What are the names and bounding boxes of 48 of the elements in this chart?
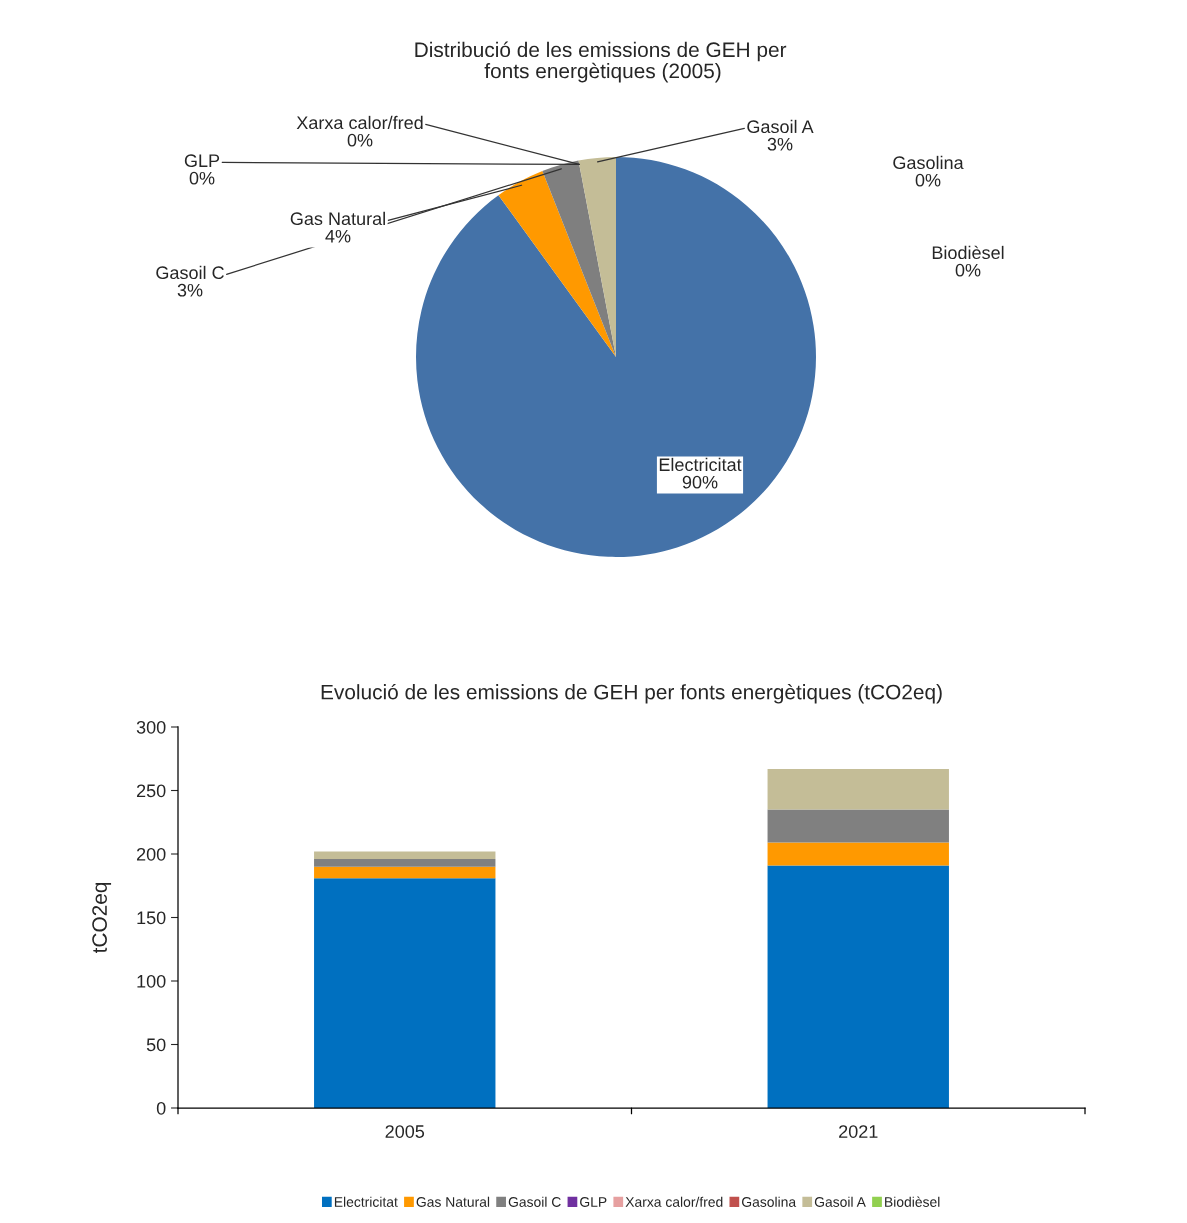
- text: 0%: [915, 173, 941, 187]
- pie-slice: [498, 171, 616, 357]
- pie-slice: [416, 157, 816, 557]
- slice-label: Gasoil C: [156, 265, 224, 280]
- bar: [767, 842, 949, 866]
- slice-label: Electricitat: [659, 457, 742, 472]
- y-tick-label: 200: [136, 847, 166, 861]
- chart-title: Evolució de les emissions de GEH per fonts energètiques (tCO2eq): [321, 683, 942, 704]
- y-tick-label: 150: [137, 911, 166, 925]
- bar: [314, 878, 496, 1108]
- y-tick-label: 50: [146, 1038, 166, 1052]
- legend-label: Electricitat: [334, 1196, 398, 1207]
- y-tick-label: 0: [156, 1101, 166, 1115]
- chart-title: Distribució de les emissions de GEH per fonts energètiques (2005): [415, 41, 787, 83]
- bar: [314, 851, 496, 860]
- bar: [767, 809, 949, 843]
- legend-label: Xarxa calor/fred: [625, 1196, 723, 1207]
- text: 0%: [955, 263, 981, 277]
- x-tick-label: 2005: [385, 1125, 425, 1138]
- category-label: Gasolina: [893, 155, 964, 170]
- category-label: Biodièsel: [932, 245, 1004, 260]
- category-label: GLP: [184, 154, 220, 168]
- data-label: 4%: [325, 229, 351, 243]
- legend-label: Gasoil C: [508, 1196, 561, 1207]
- category-label: Xarxa calor/fred: [296, 115, 423, 130]
- bar: [314, 859, 496, 867]
- bar: [767, 865, 949, 1108]
- x-tick-label: 2021: [839, 1125, 878, 1138]
- pie-slice: [578, 157, 616, 357]
- y-tick-label: 250: [136, 784, 166, 798]
- bar: [314, 866, 496, 879]
- text: 0%: [189, 171, 215, 185]
- y-axis-title: tCO2eq: [92, 882, 112, 954]
- data-label: 3%: [767, 137, 793, 151]
- legend-label: GLP: [580, 1197, 607, 1207]
- data-label: 3%: [177, 283, 203, 297]
- data-label: 90%: [682, 475, 718, 489]
- slice-label: Gasoil A: [747, 119, 814, 134]
- legend-label: Gasolina: [742, 1196, 797, 1207]
- slice-label: Gas Natural: [290, 211, 385, 226]
- y-tick-label: 100: [137, 974, 166, 988]
- y-tick-label: 300: [136, 720, 166, 734]
- text: 0%: [347, 133, 373, 147]
- bar: [767, 768, 949, 810]
- pie-slice: [542, 160, 616, 357]
- legend-label: Biodièsel: [885, 1196, 940, 1207]
- legend-label: Gasoil A: [814, 1196, 866, 1207]
- legend-label: Gas Natural: [416, 1196, 490, 1207]
